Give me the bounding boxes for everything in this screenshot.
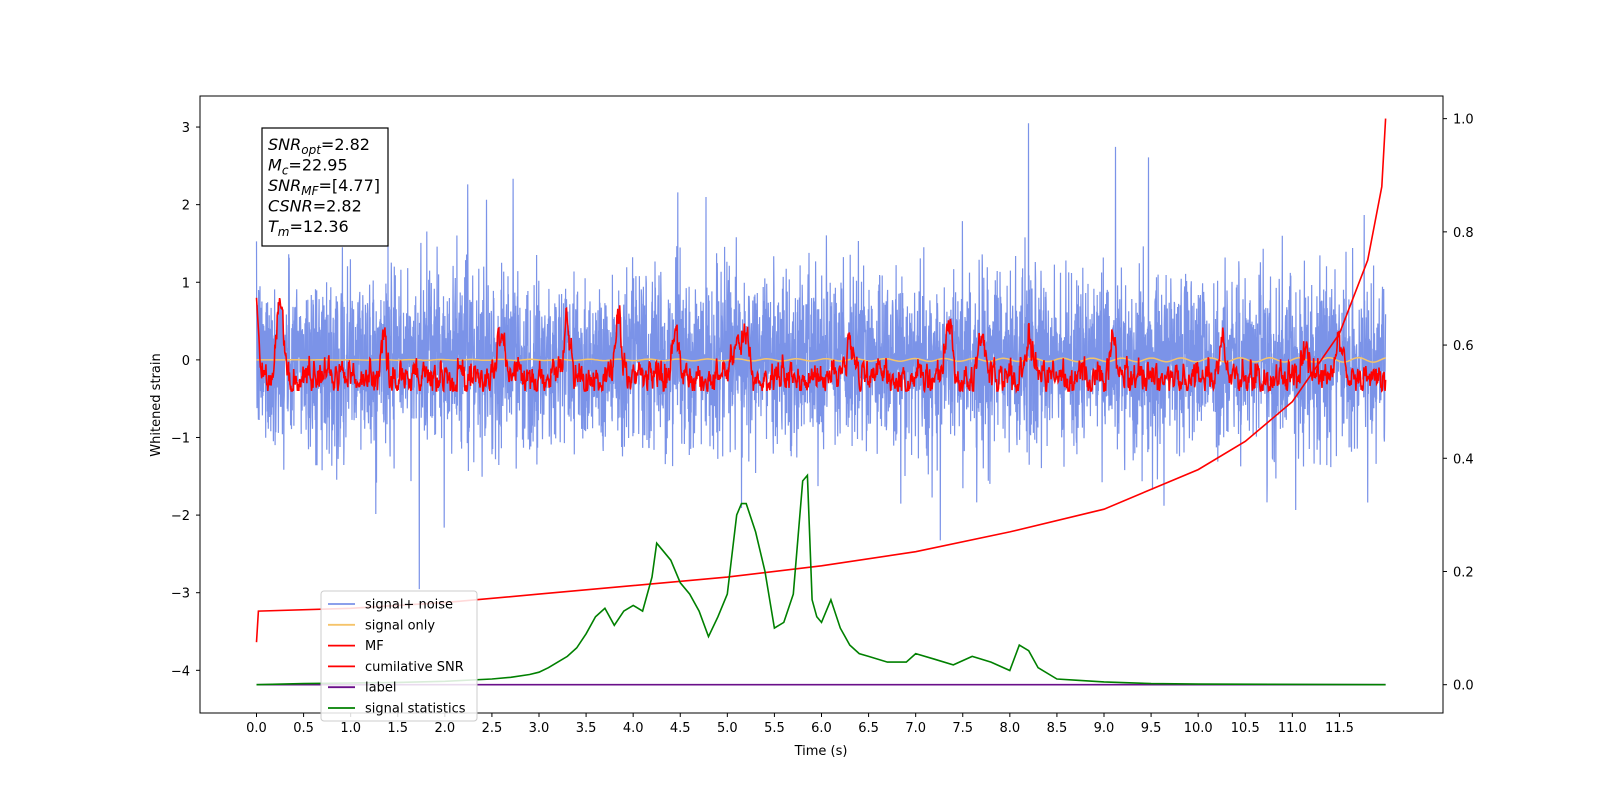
y2-tick-label: 0.0	[1453, 679, 1474, 694]
y2-tick-label: 1.0	[1453, 113, 1474, 128]
x-tick-label: 8.0	[999, 721, 1020, 736]
x-tick-label: 6.5	[858, 721, 879, 736]
y-axis-right: 1.0 0.8 0.6 0.4 0.2 0.0	[1443, 113, 1474, 694]
y2-tick-label: 0.6	[1453, 339, 1474, 354]
x-tick-label: 3.5	[576, 721, 597, 736]
annotation-line: Tm=12.36	[268, 217, 349, 239]
legend: signal+ noise signal only MF cumilative SNR…	[320, 590, 478, 722]
legend-label: MF	[365, 639, 384, 654]
x-tick-label: 10.5	[1231, 721, 1260, 736]
y-axis-left: 3 2 1 0 −1 −2 −3 −4	[171, 121, 200, 679]
annotation-line: CSNR=2.82	[268, 197, 362, 216]
x-tick-label: 0.5	[293, 721, 314, 736]
series-line-signal-statistics	[256, 473, 1386, 686]
x-tick-label: 7.5	[952, 721, 973, 736]
x-tick-label: 8.5	[1047, 721, 1068, 736]
x-tick-label: 0.0	[246, 721, 267, 736]
x-tick-label: 7.0	[905, 721, 926, 736]
x-tick-label: 2.5	[482, 721, 503, 736]
y-axis-label: Whitened strain	[149, 353, 164, 456]
y2-tick-label: 0.8	[1453, 226, 1474, 241]
y-tick-label: 1	[182, 276, 190, 291]
x-tick-label: 4.5	[670, 721, 691, 736]
legend-frame	[320, 590, 478, 722]
x-tick-label: 5.0	[717, 721, 738, 736]
x-tick-label: 1.0	[340, 721, 361, 736]
legend-label: cumilative SNR	[365, 660, 464, 675]
y-tick-label: −2	[171, 509, 190, 524]
y-tick-label: −4	[171, 664, 190, 679]
y-tick-label: −3	[171, 587, 190, 602]
x-tick-label: 4.0	[623, 721, 644, 736]
annotation-box: SNRopt=2.82Mc=22.95SNRMF=[4.77]CSNR=2.82…	[261, 127, 389, 247]
x-tick-label: 3.0	[529, 721, 550, 736]
series-line-mf	[255, 297, 1387, 394]
annotation-line: SNRMF=[4.77]	[268, 176, 380, 198]
legend-label: signal only	[365, 618, 435, 633]
x-tick-label: 9.0	[1094, 721, 1115, 736]
y2-tick-label: 0.4	[1453, 452, 1474, 467]
x-tick-label: 11.5	[1325, 721, 1354, 736]
x-tick-label: 6.0	[811, 721, 832, 736]
x-axis-label: Time (s)	[794, 744, 848, 759]
legend-label: signal statistics	[365, 702, 466, 717]
annotation-line: SNRopt=2.82	[268, 135, 370, 157]
x-axis: 0.0 0.5 1.0 1.5 2.0 2.5 3.0 3.5 4.0 4.5 5.0 5.5 6.0 6…	[246, 713, 1354, 736]
x-tick-label: 11.0	[1278, 721, 1307, 736]
y-tick-label: 0	[182, 354, 190, 369]
annotation-line: Mc=22.95	[268, 156, 348, 178]
legend-label: label	[365, 681, 396, 696]
legend-label: signal+ noise	[365, 598, 453, 613]
series-line-signal-only	[256, 356, 1386, 363]
x-tick-label: 5.5	[764, 721, 785, 736]
y2-tick-label: 0.2	[1453, 565, 1474, 580]
y-tick-label: 2	[182, 199, 190, 214]
x-tick-label: 10.0	[1184, 721, 1213, 736]
y-tick-label: 3	[182, 121, 190, 136]
y-tick-label: −1	[171, 431, 190, 446]
annotation-frame	[261, 127, 389, 247]
x-tick-label: 2.0	[434, 721, 455, 736]
x-tick-label: 9.5	[1141, 721, 1162, 736]
x-tick-label: 1.5	[387, 721, 408, 736]
